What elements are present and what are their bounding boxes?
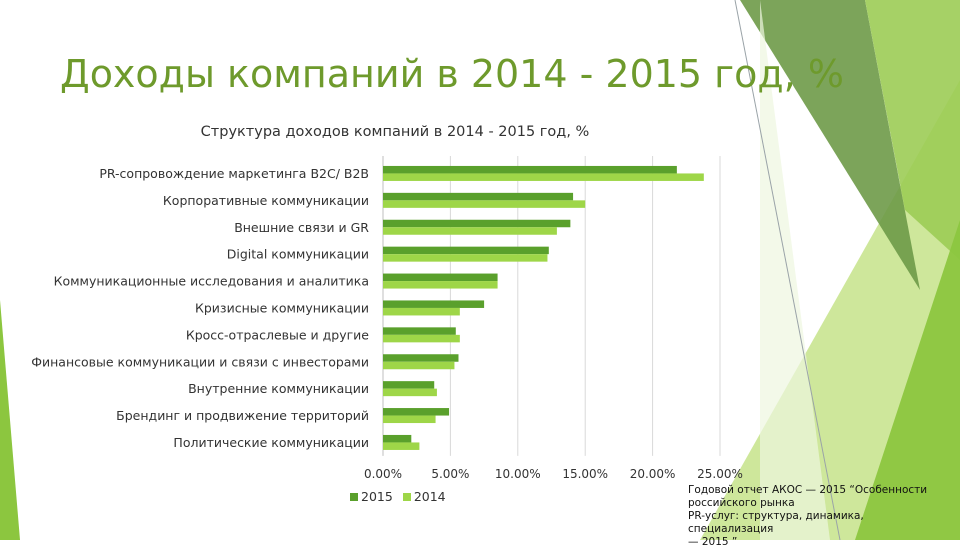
source-line: — 2015 ” xyxy=(688,536,738,548)
category-label: Внешние связи и GR xyxy=(234,220,369,235)
bar-2015 xyxy=(383,165,677,174)
x-tick-label: 5.00% xyxy=(431,467,469,481)
bar-2014 xyxy=(383,415,436,424)
category-label: Брендинг и продвижение территорий xyxy=(116,408,369,423)
bar-2014 xyxy=(383,227,557,235)
bar-2015 xyxy=(383,434,412,443)
bar-2015 xyxy=(383,192,574,201)
legend-label-2015: 2015 xyxy=(361,489,393,504)
bar-2014 xyxy=(383,281,498,289)
bar-2014 xyxy=(383,307,460,316)
bar-2014 xyxy=(383,334,460,343)
bar-2015 xyxy=(383,408,450,416)
decor-triangle-mid xyxy=(865,0,960,260)
x-tick-label: 0.00% xyxy=(364,467,402,481)
category-label: Кризисные коммуникации xyxy=(195,300,369,315)
bar-2015 xyxy=(383,246,549,255)
category-label: Политические коммуникации xyxy=(173,435,369,450)
bar-2014 xyxy=(383,442,420,450)
source-line: Годовой отчет АКОС — 2015 “Особенности xyxy=(688,484,928,496)
legend: 2015 2014 xyxy=(350,489,446,504)
legend-item-2014: 2014 xyxy=(402,489,446,504)
bar-2015 xyxy=(383,300,485,308)
bar-2014 xyxy=(383,254,548,262)
chart-title: Структура доходов компаний в 2014 - 2015… xyxy=(200,124,590,140)
legend-item-2015: 2015 xyxy=(350,489,393,504)
slide-title: Доходы компаний в 2014 - 2015 год, % xyxy=(60,52,844,96)
x-tick-label: 10.00% xyxy=(495,467,541,481)
category-labels: PR-сопровождение маркетинга B2C/ B2B Корп… xyxy=(31,166,369,450)
bars xyxy=(383,165,704,450)
bar-2015 xyxy=(383,381,435,389)
x-tick-label: 25.00% xyxy=(697,467,743,481)
legend-swatch-2014 xyxy=(402,492,411,501)
source-line: PR-услуг: структура, динамика, специализ… xyxy=(688,510,864,535)
bar-2014 xyxy=(383,200,586,208)
bar-2014 xyxy=(383,388,437,397)
x-tick-label: 15.00% xyxy=(562,467,608,481)
bar-2015 xyxy=(383,327,456,335)
decor-triangle-dark xyxy=(740,0,920,290)
category-label: Digital коммуникации xyxy=(227,247,369,262)
bar-2014 xyxy=(383,173,704,181)
source-note: Годовой отчет АКОС — 2015 “Особенности р… xyxy=(688,484,938,549)
decor-triangle-faint xyxy=(760,0,830,540)
category-label: PR-сопровождение маркетинга B2C/ B2B xyxy=(99,166,369,181)
bar-2015 xyxy=(383,273,498,282)
legend-label-2014: 2014 xyxy=(413,489,446,504)
bar-2015 xyxy=(383,354,459,362)
bar-2015 xyxy=(383,219,571,228)
legend-swatch-2015 xyxy=(350,492,358,501)
decor-line xyxy=(734,0,841,540)
decor-left-strip xyxy=(0,300,20,540)
x-tick-label: 20.00% xyxy=(630,467,676,481)
bar-chart: PR-сопровождение маркетинга B2C/ B2B Корп… xyxy=(31,156,743,481)
source-line: российского рынка xyxy=(688,497,795,509)
category-label: Внутренние коммуникации xyxy=(188,381,369,396)
decor-triangle-pale xyxy=(855,220,960,540)
category-label: Финансовые коммуникации и связи с инвест… xyxy=(31,354,369,369)
bar-2014 xyxy=(383,361,455,370)
x-tick-labels: 0.00% 5.00% 10.00% 15.00% 20.00% 25.00% xyxy=(364,467,743,481)
category-label: Корпоративные коммуникации xyxy=(163,193,369,208)
category-label: Коммуникационные исследования и аналитик… xyxy=(54,274,369,289)
category-label: Кросс-отраслевые и другие xyxy=(186,327,369,342)
